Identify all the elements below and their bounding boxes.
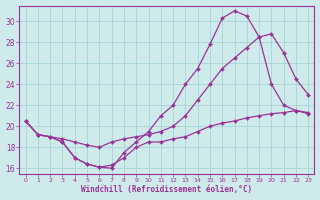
X-axis label: Windchill (Refroidissement éolien,°C): Windchill (Refroidissement éolien,°C)	[81, 185, 252, 194]
